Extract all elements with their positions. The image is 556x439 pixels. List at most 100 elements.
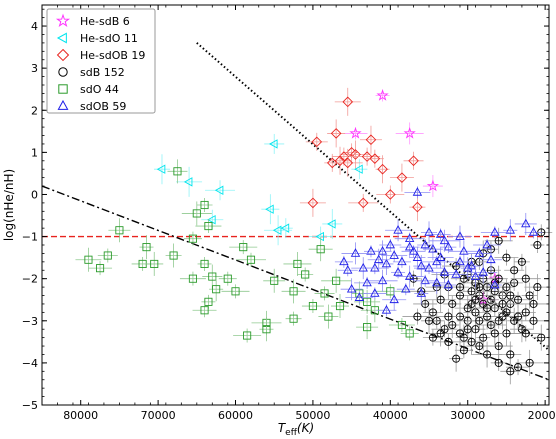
legend-item-he-sdo: He-sdO 11 — [56, 32, 138, 45]
data-point — [332, 148, 363, 177]
x-tick-label: 60000 — [218, 409, 253, 422]
data-point — [264, 133, 285, 154]
data-point — [202, 264, 223, 289]
data-point — [430, 228, 451, 241]
data-point — [479, 248, 502, 271]
data-point — [375, 89, 390, 102]
data-point — [515, 304, 536, 321]
data-point — [500, 358, 521, 385]
x-axis-label-sub: eff — [285, 428, 298, 438]
x-axis-label: Teff(K) — [278, 421, 314, 438]
data-point — [437, 308, 460, 325]
x-tick-label: 20000 — [528, 409, 556, 422]
data-point — [264, 215, 293, 246]
data-point — [425, 286, 456, 313]
data-point — [392, 255, 411, 268]
data-point — [375, 284, 406, 299]
reference-line-dashdot — [41, 185, 550, 381]
data-point — [469, 261, 498, 284]
data-point — [466, 265, 485, 288]
y-tick-label: 2 — [31, 104, 38, 117]
y-tick-label: −5 — [22, 399, 38, 412]
y-tick-label: −3 — [22, 315, 38, 328]
data-point — [447, 225, 472, 248]
data-point — [205, 180, 236, 201]
data-point — [337, 264, 358, 277]
data-point — [510, 325, 541, 342]
data-point — [322, 208, 343, 239]
data-point — [473, 239, 502, 251]
data-point — [354, 147, 381, 166]
grid-and-ref-lines — [41, 42, 550, 381]
data-point — [431, 261, 458, 284]
data-point — [421, 221, 438, 244]
data-point — [466, 312, 493, 329]
y-tick-label: 3 — [31, 62, 38, 75]
data-point — [395, 122, 424, 145]
data-point — [524, 274, 551, 301]
data-point — [450, 320, 469, 347]
data-point — [299, 188, 326, 217]
data-point — [448, 255, 471, 268]
data-point — [362, 287, 387, 300]
data-point — [281, 279, 306, 304]
legend-item-sdo: sdO 44 — [58, 83, 119, 96]
data-point — [179, 271, 206, 286]
data-point — [354, 289, 381, 314]
x-tick-label: 80000 — [63, 409, 98, 422]
data-point — [301, 299, 324, 314]
series-sdo — [75, 159, 419, 343]
data-point — [341, 242, 370, 265]
data-point — [139, 235, 154, 260]
data-point — [510, 265, 541, 292]
data-point — [518, 312, 549, 329]
data-point — [466, 338, 493, 355]
data-point — [443, 295, 462, 312]
data-point — [297, 267, 314, 282]
data-point — [197, 256, 212, 271]
data-point — [176, 166, 203, 197]
data-point — [381, 249, 408, 262]
data-point — [422, 175, 443, 198]
data-points — [75, 87, 553, 385]
data-point — [259, 317, 274, 342]
legend-item-he-sdob: He-sdOB 19 — [56, 48, 145, 62]
data-point — [283, 251, 312, 276]
legend-label: sdOB 59 — [80, 100, 126, 113]
data-point — [153, 154, 170, 185]
data-point — [181, 201, 212, 226]
data-point — [414, 262, 445, 275]
data-point — [484, 320, 505, 347]
data-point — [376, 304, 397, 317]
data-point — [413, 255, 430, 278]
data-point — [341, 140, 370, 169]
data-point — [389, 163, 414, 192]
series-sdob — [334, 186, 543, 317]
data-point — [396, 283, 415, 296]
x-tick-label: 40000 — [373, 409, 408, 422]
data-point — [331, 294, 350, 319]
y-tick-label: 0 — [31, 188, 38, 201]
data-point — [484, 227, 513, 254]
legend-item-sdb: sdB 152 — [58, 66, 125, 79]
data-point — [351, 257, 376, 280]
data-point — [422, 238, 443, 261]
data-point — [399, 236, 420, 259]
data-point — [233, 328, 262, 343]
data-point — [400, 326, 419, 341]
series-he-sdob — [299, 87, 426, 222]
data-point — [520, 290, 547, 317]
data-point — [498, 304, 515, 321]
y-tick-label: 4 — [31, 20, 38, 33]
plot-frame — [41, 4, 550, 406]
data-point — [367, 269, 398, 292]
data-point — [422, 329, 443, 346]
data-point — [388, 318, 415, 332]
data-point — [183, 231, 202, 246]
legend-label: He-sdOB 19 — [80, 49, 145, 62]
x-tick-label: 70000 — [141, 409, 176, 422]
data-point — [285, 311, 302, 326]
legend-label: sdB 152 — [80, 66, 125, 79]
y-axis-label: log(nHe/nH) — [2, 169, 16, 241]
data-point — [75, 247, 102, 272]
